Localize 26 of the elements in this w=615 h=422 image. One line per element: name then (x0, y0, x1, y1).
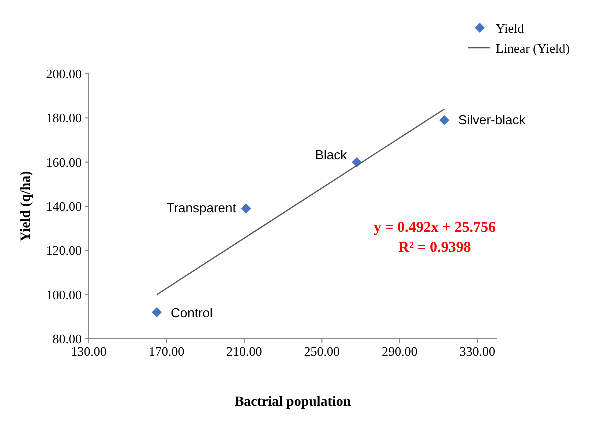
x-tick-label: 330.00 (460, 344, 496, 359)
annotation: Control (171, 306, 214, 320)
point (241, 204, 252, 214)
annotation: Black (315, 147, 348, 162)
legend-label: Yield (496, 21, 525, 36)
point (440, 115, 450, 126)
annotation: R² = 0.9398 (398, 240, 472, 256)
point (152, 308, 162, 318)
y-tick-label: 200.00 (46, 66, 82, 82)
y-tick-label: 180.00 (46, 110, 82, 126)
x-tick-label: 130.00 (71, 344, 107, 359)
x-tick-label: 170.00 (148, 344, 185, 359)
y-tick-label: 120.00 (46, 243, 82, 258)
y-tick-label: 80.00 (52, 332, 82, 346)
y-tick-label: 160.00 (46, 154, 82, 170)
x-tick-label: 290.00 (382, 344, 418, 359)
y-axis-title: Yield (q/ha) (19, 170, 34, 242)
y-tick-label: 100.00 (46, 287, 82, 302)
x-axis-title: Bactrial population (234, 395, 352, 410)
annotation: Transparent (166, 200, 237, 216)
legend-label: Linear (Yield) (496, 41, 570, 56)
annotation: y = 0.492x + 25.756 (374, 220, 497, 236)
x-tick-label: 250.00 (304, 344, 340, 359)
y-tick-label: 140.00 (46, 199, 82, 214)
x-tick-label: 210.00 (226, 344, 262, 359)
annotation: Silver-black (458, 112, 526, 128)
